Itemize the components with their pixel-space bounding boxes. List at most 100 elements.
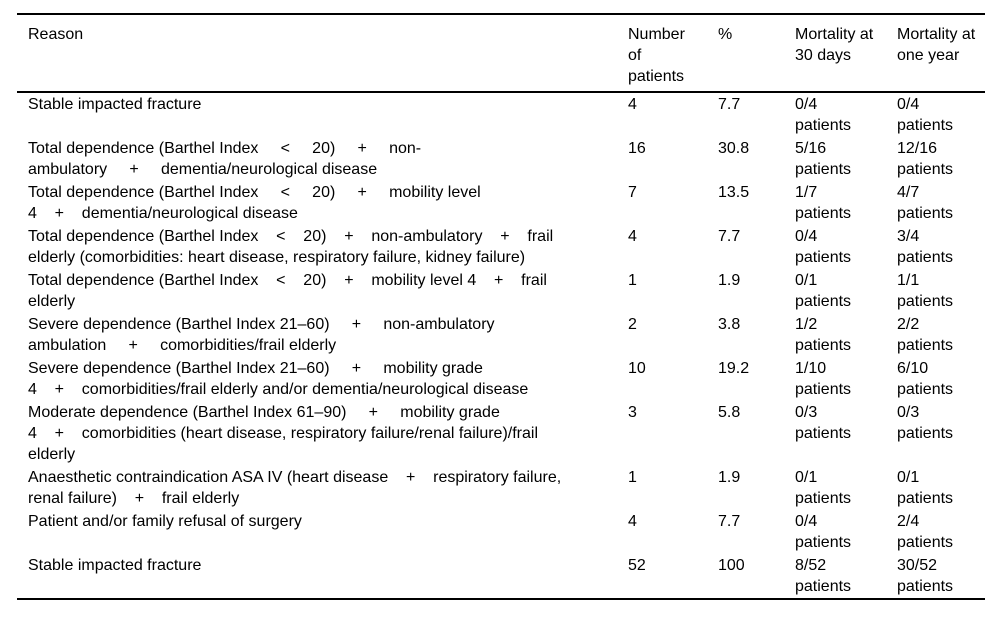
- percent-cell-value: 1.9: [718, 272, 741, 289]
- table-row: Severe dependence (Barthel Index 21–60) …: [17, 313, 985, 357]
- reason-cell-line: Total dependence (Barthel Index < 20) + …: [28, 228, 554, 245]
- percent-cell: 19.2: [707, 357, 784, 401]
- reason-cell-line: elderly: [28, 293, 76, 310]
- patients-count-cell: 2: [617, 313, 707, 357]
- reason-cell-line: Severe dependence (Barthel Index 21–60) …: [28, 360, 483, 377]
- mortality-30d-cell: 1/2 patients: [784, 313, 886, 357]
- nonoperative-reasons-mortality-table: Reason Number of patients% Mortality at 30 da…: [17, 13, 985, 600]
- mortality-1y-cell-line: 0/1: [897, 469, 920, 486]
- patients-count-cell-value: 4: [628, 228, 637, 245]
- mortality-30d-cell: 0/3 patients: [784, 401, 886, 466]
- reason-cell: Stable impacted fracture: [17, 554, 617, 599]
- column-header-line: one year: [897, 47, 960, 64]
- patients-count-cell: 7: [617, 181, 707, 225]
- reason-cell: Total dependence (Barthel Index < 20) + …: [17, 137, 617, 181]
- patients-count-cell: 4: [617, 225, 707, 269]
- percent-cell: 1.9: [707, 269, 784, 313]
- mortality-30d-cell: 0/4 patients: [784, 92, 886, 137]
- mortality-30d-cell-line: patients: [795, 249, 852, 266]
- mortality-1y-cell-line: patients: [897, 490, 954, 507]
- mortality-1y-cell-line: 12/16: [897, 140, 938, 157]
- mortality-1y-cell-line: 1/1: [897, 272, 920, 289]
- mortality-30d-cell: 8/52 patients: [784, 554, 886, 599]
- mortality-1y-cell-line: 4/7: [897, 184, 920, 201]
- mortality-1y-cell: 0/1 patients: [886, 466, 985, 510]
- table-row: Total dependence (Barthel Index < 20) + …: [17, 181, 985, 225]
- mortality-30d-cell-line: 0/3: [795, 404, 818, 421]
- mortality-1y-cell-line: patients: [897, 293, 954, 310]
- percent-cell-value: 100: [718, 557, 745, 574]
- mortality-30d-cell-line: patients: [795, 534, 852, 551]
- mortality-30d-cell-line: patients: [795, 578, 852, 595]
- reason-cell-line: elderly: [28, 446, 76, 463]
- patients-count-cell: 4: [617, 92, 707, 137]
- table-row: Stable impacted fracture 4 7.7 0/4 patients 0…: [17, 92, 985, 137]
- mortality-30d-cell-line: 1/7: [795, 184, 818, 201]
- mortality-30d-cell-line: patients: [795, 425, 852, 442]
- mortality-30d-cell-line: 1/2: [795, 316, 818, 333]
- reason-cell: Stable impacted fracture: [17, 92, 617, 137]
- mortality-1y-cell: 0/3 patients: [886, 401, 985, 466]
- mortality-1y-cell: 0/4 patients: [886, 92, 985, 137]
- reason-cell-line: 4 + comorbidities/frail elderly and/or d…: [28, 381, 529, 398]
- mortality-1y-cell: 30/52 patients: [886, 554, 985, 599]
- mortality-30d-cell-line: patients: [795, 161, 852, 178]
- reason-cell: Moderate dependence (Barthel Index 61–90…: [17, 401, 617, 466]
- mortality-1y-cell: 4/7 patients: [886, 181, 985, 225]
- table-row: Total dependence (Barthel Index < 20) + …: [17, 137, 985, 181]
- reason-cell: Severe dependence (Barthel Index 21–60) …: [17, 313, 617, 357]
- mortality-1y-cell-line: 30/52: [897, 557, 938, 574]
- mortality-1y-cell-line: 2/2: [897, 316, 920, 333]
- column-header-mortality1y: Mortality at one year: [886, 14, 985, 93]
- mortality-1y-cell: 3/4 patients: [886, 225, 985, 269]
- mortality-1y-cell-line: patients: [897, 381, 954, 398]
- mortality-30d-cell-line: patients: [795, 381, 852, 398]
- mortality-30d-cell-line: patients: [795, 337, 852, 354]
- mortality-30d-cell-line: 5/16: [795, 140, 827, 157]
- reason-cell-line: Stable impacted fracture: [28, 96, 202, 113]
- column-header-line: patients: [628, 68, 685, 85]
- reason-cell: Total dependence (Barthel Index < 20) + …: [17, 269, 617, 313]
- column-header-line: Mortality at: [795, 26, 874, 43]
- patients-count-cell-value: 7: [628, 184, 637, 201]
- percent-cell: 7.7: [707, 225, 784, 269]
- column-header-mortality30: Mortality at 30 days: [784, 14, 886, 93]
- patients-count-cell-value: 1: [628, 272, 637, 289]
- mortality-30d-cell: 0/4 patients: [784, 510, 886, 554]
- table-row: Patient and/or family refusal of surgery…: [17, 510, 985, 554]
- mortality-1y-cell-line: patients: [897, 161, 954, 178]
- percent-cell-value: 7.7: [718, 228, 741, 245]
- reason-cell-line: Total dependence (Barthel Index < 20) + …: [28, 184, 481, 201]
- mortality-1y-cell: 12/16 patients: [886, 137, 985, 181]
- patients-count-cell: 52: [617, 554, 707, 599]
- table-container: Reason Number of patients% Mortality at 30 da…: [17, 13, 985, 600]
- mortality-30d-cell-line: 8/52: [795, 557, 827, 574]
- reason-cell: Total dependence (Barthel Index < 20) + …: [17, 181, 617, 225]
- mortality-30d-cell: 0/1 patients: [784, 269, 886, 313]
- percent-cell-value: 3.8: [718, 316, 741, 333]
- mortality-30d-cell-line: patients: [795, 490, 852, 507]
- mortality-30d-cell: 1/10 patients: [784, 357, 886, 401]
- table-row: Severe dependence (Barthel Index 21–60) …: [17, 357, 985, 401]
- reason-cell-line: 4 + dementia/neurological disease: [28, 205, 298, 222]
- mortality-30d-cell-line: 0/1: [795, 469, 818, 486]
- column-header-line: Mortality at: [897, 26, 976, 43]
- column-header-line: Reason: [28, 26, 84, 43]
- patients-count-cell-value: 52: [628, 557, 646, 574]
- mortality-30d-cell-line: patients: [795, 205, 852, 222]
- percent-cell-value: 5.8: [718, 404, 741, 421]
- reason-cell-line: Stable impacted fracture: [28, 557, 202, 574]
- mortality-1y-cell-line: 3/4: [897, 228, 920, 245]
- mortality-1y-cell: 2/2 patients: [886, 313, 985, 357]
- reason-cell-line: Total dependence (Barthel Index < 20) + …: [28, 272, 547, 289]
- percent-cell: 7.7: [707, 510, 784, 554]
- mortality-30d-cell-line: 1/10: [795, 360, 827, 377]
- mortality-30d-cell-line: 0/1: [795, 272, 818, 289]
- percent-cell: 1.9: [707, 466, 784, 510]
- mortality-30d-cell-line: 0/4: [795, 513, 818, 530]
- patients-count-cell-value: 4: [628, 513, 637, 530]
- table-header: Reason Number of patients% Mortality at 30 da…: [17, 14, 985, 93]
- header-row: Reason Number of patients% Mortality at 30 da…: [17, 14, 985, 93]
- column-header-line: Number: [628, 26, 685, 43]
- mortality-1y-cell-line: patients: [897, 578, 954, 595]
